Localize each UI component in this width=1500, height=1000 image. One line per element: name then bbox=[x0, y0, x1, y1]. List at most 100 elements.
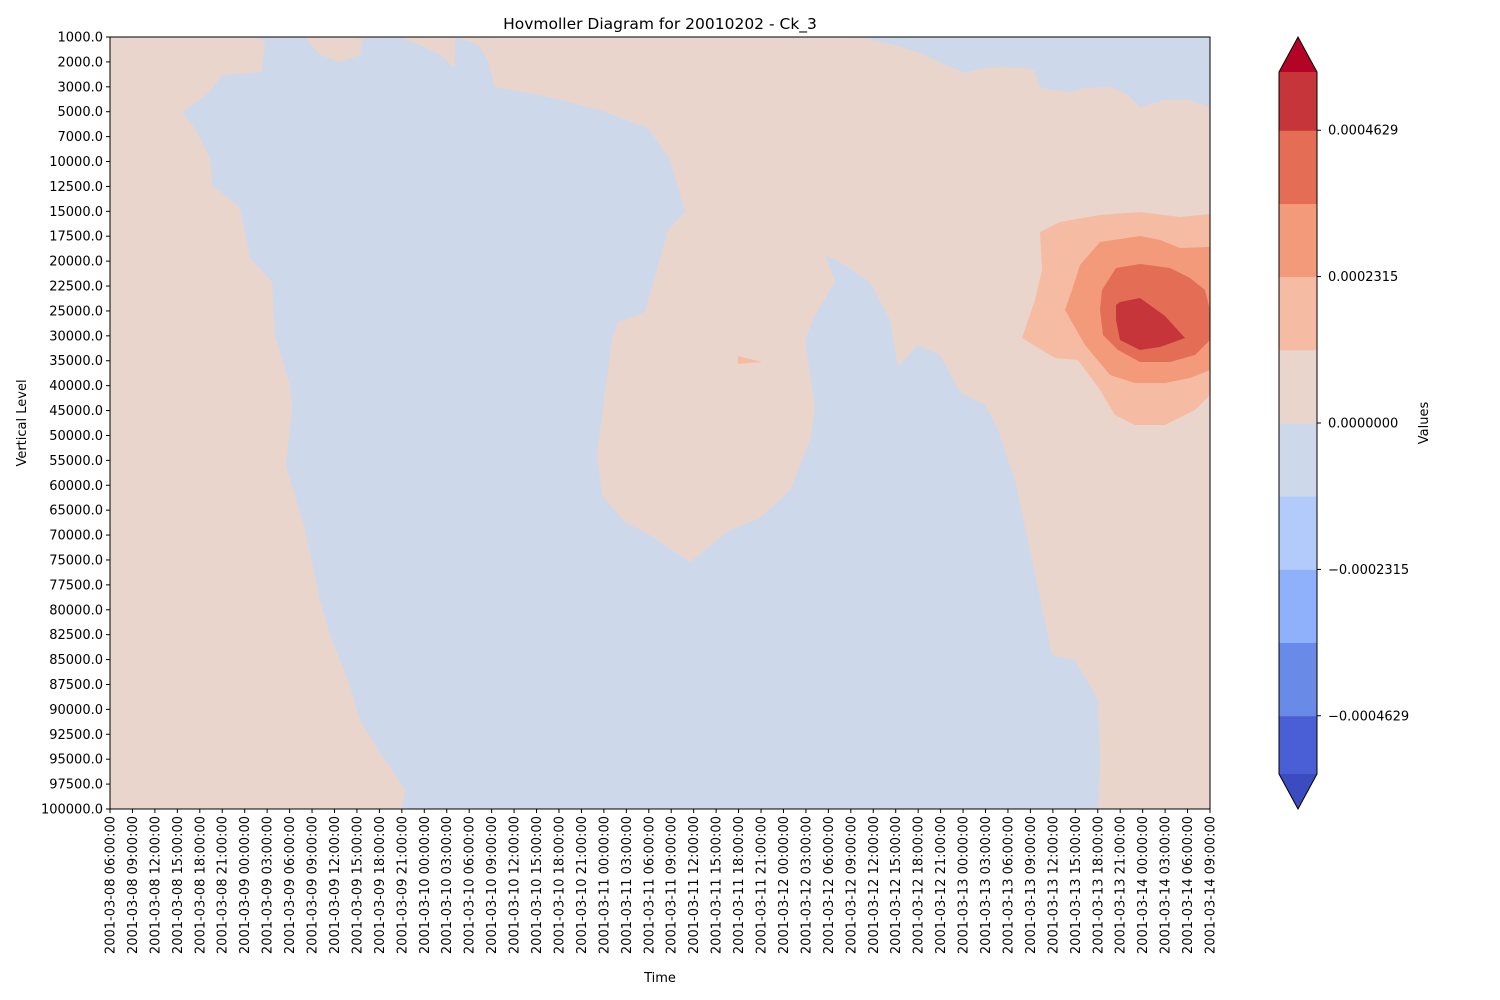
y-tick-label: 97500.0 bbox=[49, 778, 103, 793]
y-tick-label: 100000.0 bbox=[41, 803, 103, 818]
y-tick-label: 12500.0 bbox=[49, 180, 103, 195]
x-tick-label: 2001-03-13 15:00:00 bbox=[1069, 816, 1084, 954]
x-tick-label: 2001-03-12 18:00:00 bbox=[912, 816, 927, 954]
x-tick-label: 2001-03-11 09:00:00 bbox=[665, 816, 680, 954]
y-tick-label: 85000.0 bbox=[49, 653, 103, 668]
positive-speck-mid bbox=[738, 356, 762, 364]
x-tick-label: 2001-03-09 18:00:00 bbox=[373, 816, 388, 954]
y-tick-label: 75000.0 bbox=[49, 553, 103, 568]
positive-core-level-4 bbox=[1116, 298, 1185, 350]
y-tick-label: 15000.0 bbox=[49, 205, 103, 220]
x-axis-label: Time bbox=[643, 971, 676, 986]
y-tick-label: 92500.0 bbox=[49, 728, 103, 743]
y-tick-label: 65000.0 bbox=[49, 504, 103, 519]
y-tick-label: 60000.0 bbox=[49, 479, 103, 494]
colorbar-extend-under bbox=[1279, 774, 1317, 809]
x-tick-label: 2001-03-12 06:00:00 bbox=[822, 816, 837, 954]
colorbar-segment bbox=[1279, 569, 1317, 643]
y-tick-label: 2000.0 bbox=[58, 55, 104, 70]
y-tick-label: 25000.0 bbox=[49, 304, 103, 319]
colorbar-segment bbox=[1279, 496, 1317, 570]
x-tick-label: 2001-03-08 15:00:00 bbox=[171, 816, 186, 954]
y-tick-label: 7000.0 bbox=[58, 130, 104, 145]
x-tick-label: 2001-03-11 06:00:00 bbox=[642, 816, 657, 954]
colorbar-tick-label: 0.0000000 bbox=[1328, 417, 1398, 432]
x-tick-label: 2001-03-14 06:00:00 bbox=[1181, 816, 1196, 954]
colorbar-label: Values bbox=[1417, 402, 1432, 445]
x-tick-label: 2001-03-14 03:00:00 bbox=[1159, 816, 1174, 954]
x-tick-label: 2001-03-12 12:00:00 bbox=[867, 816, 882, 954]
colorbar-segment bbox=[1279, 276, 1317, 351]
x-tick-label: 2001-03-11 21:00:00 bbox=[755, 816, 770, 954]
x-tick-label: 2001-03-10 00:00:00 bbox=[418, 816, 433, 954]
x-tick-label: 2001-03-14 09:00:00 bbox=[1204, 816, 1219, 954]
x-tick-label: 2001-03-10 09:00:00 bbox=[485, 816, 500, 954]
x-tick-label: 2001-03-12 00:00:00 bbox=[777, 816, 792, 954]
x-tick-label: 2001-03-10 03:00:00 bbox=[440, 816, 455, 954]
y-tick-label: 1000.0 bbox=[58, 31, 104, 46]
colorbar-segment bbox=[1279, 203, 1317, 278]
x-tick-label: 2001-03-08 06:00:00 bbox=[104, 816, 119, 954]
x-tick-label: 2001-03-09 00:00:00 bbox=[238, 816, 253, 954]
y-tick-label: 10000.0 bbox=[49, 155, 103, 170]
colorbar-tick-label: −0.0002315 bbox=[1328, 563, 1409, 578]
x-tick-label: 2001-03-10 12:00:00 bbox=[508, 816, 523, 954]
x-tick-label: 2001-03-11 18:00:00 bbox=[732, 816, 747, 954]
colorbar-outline bbox=[1278, 35, 1318, 811]
y-tick-label: 82500.0 bbox=[49, 628, 103, 643]
x-tick-label: 2001-03-13 18:00:00 bbox=[1091, 816, 1106, 954]
x-tick-label: 2001-03-11 12:00:00 bbox=[687, 816, 702, 954]
x-tick-label: 2001-03-12 09:00:00 bbox=[844, 816, 859, 954]
y-tick-label: 95000.0 bbox=[49, 753, 103, 768]
y-tick-label: 90000.0 bbox=[49, 703, 103, 718]
positive-sliver-mid bbox=[800, 232, 812, 240]
negative-blob-left bbox=[230, 107, 250, 117]
contour-field bbox=[110, 37, 1210, 809]
colorbar-tick-label: 0.0002315 bbox=[1328, 270, 1398, 285]
x-tick-label: 2001-03-08 12:00:00 bbox=[148, 816, 163, 954]
x-tick-label: 2001-03-09 03:00:00 bbox=[261, 816, 276, 954]
y-tick-label: 17500.0 bbox=[49, 230, 103, 245]
y-tick-label: 5000.0 bbox=[58, 105, 104, 120]
colorbar: 0.0004629 0.0002315 0.0000000 −0.0002315 −0.… bbox=[1278, 35, 1409, 811]
y-axis: 1000.0 2000.0 3000.0 5000.0 7000.0 10000.0 125… bbox=[41, 31, 110, 818]
x-tick-label: 2001-03-09 15:00:00 bbox=[350, 816, 365, 954]
negative-band-upper-right bbox=[860, 37, 1210, 107]
colorbar-segment bbox=[1279, 349, 1317, 424]
x-tick-label: 2001-03-14 00:00:00 bbox=[1136, 816, 1151, 954]
x-tick-label: 2001-03-13 03:00:00 bbox=[979, 816, 994, 954]
x-tick-label: 2001-03-13 06:00:00 bbox=[1001, 816, 1016, 954]
x-tick-label: 2001-03-09 06:00:00 bbox=[283, 816, 298, 954]
y-tick-label: 3000.0 bbox=[58, 80, 104, 95]
y-tick-label: 22500.0 bbox=[49, 280, 103, 295]
y-tick-label: 30000.0 bbox=[49, 329, 103, 344]
x-axis: 2001-03-08 06:00:00 2001-03-08 09:00:00 20… bbox=[104, 809, 1219, 954]
colorbar-tick-label: 0.0004629 bbox=[1328, 124, 1398, 139]
colorbar-tick-label: −0.0004629 bbox=[1328, 709, 1409, 724]
x-tick-label: 2001-03-12 03:00:00 bbox=[799, 816, 814, 954]
x-tick-label: 2001-03-10 15:00:00 bbox=[530, 816, 545, 954]
colorbar-segment bbox=[1279, 642, 1317, 717]
y-tick-label: 87500.0 bbox=[49, 678, 103, 693]
x-tick-label: 2001-03-13 12:00:00 bbox=[1046, 816, 1061, 954]
x-tick-label: 2001-03-13 00:00:00 bbox=[957, 816, 972, 954]
positive-hole-upper-right bbox=[1160, 118, 1190, 138]
x-tick-label: 2001-03-09 09:00:00 bbox=[306, 816, 321, 954]
x-tick-label: 2001-03-11 03:00:00 bbox=[620, 816, 635, 954]
plot-frame bbox=[109, 36, 1211, 810]
y-axis-label: Vertical Level bbox=[15, 379, 30, 466]
x-tick-label: 2001-03-08 18:00:00 bbox=[193, 816, 208, 954]
chart-title: Hovmoller Diagram for 20010202 - Ck_3 bbox=[503, 15, 817, 34]
x-tick-label: 2001-03-12 15:00:00 bbox=[889, 816, 904, 954]
x-tick-label: 2001-03-11 00:00:00 bbox=[597, 816, 612, 954]
x-tick-label: 2001-03-10 06:00:00 bbox=[463, 816, 478, 954]
y-tick-label: 70000.0 bbox=[49, 529, 103, 544]
x-tick-label: 2001-03-08 21:00:00 bbox=[216, 816, 231, 954]
x-tick-label: 2001-03-10 18:00:00 bbox=[552, 816, 567, 954]
colorbar-segment bbox=[1279, 72, 1317, 131]
x-tick-label: 2001-03-12 21:00:00 bbox=[934, 816, 949, 954]
y-tick-label: 80000.0 bbox=[49, 603, 103, 618]
colorbar-segment bbox=[1279, 715, 1317, 775]
y-tick-label: 77500.0 bbox=[49, 578, 103, 593]
